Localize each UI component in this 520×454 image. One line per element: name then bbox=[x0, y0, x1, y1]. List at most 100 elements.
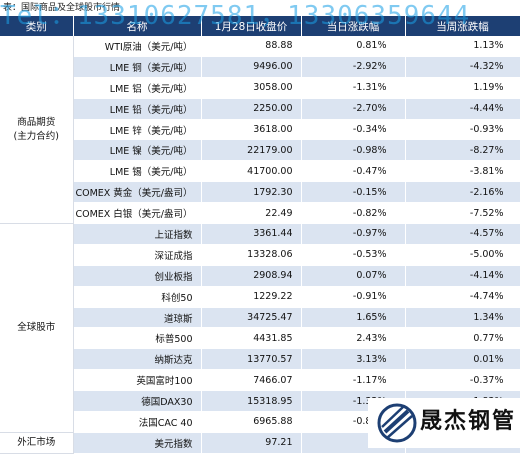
instrument-name: WTI原油（美元/吨） bbox=[73, 36, 202, 57]
instrument-name: 科创50 bbox=[73, 286, 202, 308]
instrument-name: 法国CAC 40 bbox=[73, 411, 202, 433]
day-change: -1.31% bbox=[301, 77, 406, 99]
day-change: 0.81% bbox=[301, 36, 406, 57]
instrument-name: COMEX 黄金（美元/盎司） bbox=[73, 181, 202, 204]
instrument-name: LME 锡（美元/吨） bbox=[73, 160, 202, 183]
table-row: LME 锡（美元/吨） 41700.00 -0.47% -3.81% bbox=[0, 160, 520, 183]
close-price: 88.88 bbox=[201, 36, 302, 57]
close-price: 34725.47 bbox=[201, 307, 302, 329]
week-change: -5.00% bbox=[405, 244, 520, 266]
close-price: 2250.00 bbox=[201, 98, 302, 120]
header-close: 1月28日收盘价 bbox=[201, 16, 302, 36]
close-price: 13328.06 bbox=[201, 244, 302, 266]
table-row: 纳斯达克 13770.57 3.13% 0.01% bbox=[0, 348, 520, 371]
day-change: -0.15% bbox=[301, 181, 406, 204]
week-change: 1.13% bbox=[405, 36, 520, 57]
header-name: 名称 bbox=[73, 16, 202, 36]
close-price: 3058.00 bbox=[201, 77, 302, 99]
table-row: 标普500 4431.85 2.43% 0.77% bbox=[0, 327, 520, 350]
table-row: LME 锌（美元/吨） 3618.00 -0.34% -0.93% bbox=[0, 119, 520, 141]
day-change: -0.82% bbox=[301, 202, 406, 225]
close-price: 7466.07 bbox=[201, 369, 302, 392]
instrument-name: 德国DAX30 bbox=[73, 390, 202, 413]
close-price: 15318.95 bbox=[201, 390, 302, 413]
instrument-name: LME 镍（美元/吨） bbox=[73, 139, 202, 162]
close-price: 41700.00 bbox=[201, 160, 302, 183]
week-change: -3.81% bbox=[405, 160, 520, 183]
instrument-name: 美元指数 bbox=[73, 432, 202, 454]
day-change: 0.07% bbox=[301, 265, 406, 287]
close-price: 22179.00 bbox=[201, 139, 302, 162]
table-row: 商品期货 (主力合约) WTI原油（美元/吨） 88.88 0.81% 1.13% bbox=[0, 36, 520, 225]
day-change: -1.17% bbox=[301, 369, 406, 392]
category-cell: 全球股市 bbox=[0, 223, 74, 433]
instrument-name: LME 铅（美元/吨） bbox=[73, 98, 202, 120]
instrument-name: COMEX 白银（美元/盎司） bbox=[73, 202, 202, 225]
category-cell: 商品期货 (主力合约) bbox=[0, 36, 74, 225]
week-change: 1.34% bbox=[405, 307, 520, 329]
table-row: 深证成指 13328.06 -0.53% -5.00% bbox=[0, 244, 520, 266]
table-row: 道琼斯 34725.47 1.65% 1.34% bbox=[0, 307, 520, 329]
close-price: 4431.85 bbox=[201, 327, 302, 350]
table-caption: 表：国际商品及全球股市行情 bbox=[3, 3, 121, 13]
header-day-change: 当日涨跌幅 bbox=[301, 16, 406, 36]
instrument-name: 纳斯达克 bbox=[73, 348, 202, 371]
close-price: 3361.44 bbox=[201, 223, 302, 245]
table-row: COMEX 黄金（美元/盎司） 1792.30 -0.15% -2.16% bbox=[0, 181, 520, 204]
week-change: -4.32% bbox=[405, 56, 520, 78]
header-week-change: 当周涨跌幅 bbox=[405, 16, 520, 36]
instrument-name: 标普500 bbox=[73, 327, 202, 350]
day-change: 3.13% bbox=[301, 348, 406, 371]
day-change: -0.98% bbox=[301, 139, 406, 162]
close-price: 22.49 bbox=[201, 202, 302, 225]
week-change: -4.14% bbox=[405, 265, 520, 287]
table-row: LME 镍（美元/吨） 22179.00 -0.98% -8.27% bbox=[0, 139, 520, 162]
week-change: -4.44% bbox=[405, 98, 520, 120]
close-price: 1792.30 bbox=[201, 181, 302, 204]
company-logo-text: 晟杰钢管 bbox=[420, 409, 517, 434]
week-change: -4.57% bbox=[405, 223, 520, 245]
table-header-row: 类别 名称 1月28日收盘价 当日涨跌幅 当周涨跌幅 bbox=[0, 16, 520, 36]
close-price: 3618.00 bbox=[201, 119, 302, 141]
day-change: -2.70% bbox=[301, 98, 406, 120]
close-price: 1229.22 bbox=[201, 286, 302, 308]
day-change: -0.47% bbox=[301, 160, 406, 183]
close-price: 6965.88 bbox=[201, 411, 302, 433]
instrument-name: 深证成指 bbox=[73, 244, 202, 266]
market-table: 类别 名称 1月28日收盘价 当日涨跌幅 当周涨跌幅 商品期货 (主力合约) WT… bbox=[0, 16, 520, 454]
table-row: COMEX 白银（美元/盎司） 22.49 -0.82% -7.52% bbox=[0, 202, 520, 225]
week-change: -0.37% bbox=[405, 369, 520, 392]
table-row: 全球股市 上证指数 3361.44 -0.97% -4.57% bbox=[0, 223, 520, 433]
category-cell: 外汇市场 bbox=[0, 432, 74, 454]
week-change: -2.16% bbox=[405, 181, 520, 204]
day-change: 2.43% bbox=[301, 327, 406, 350]
company-logo-icon bbox=[377, 403, 417, 443]
day-change: 1.65% bbox=[301, 307, 406, 329]
instrument-name: LME 锌（美元/吨） bbox=[73, 119, 202, 141]
table-row: LME 铅（美元/吨） 2250.00 -2.70% -4.44% bbox=[0, 98, 520, 120]
instrument-name: LME 铜（美元/吨） bbox=[73, 56, 202, 78]
table-row: LME 铜（美元/吨） 9496.00 -2.92% -4.32% bbox=[0, 56, 520, 78]
table-row: 英国富时100 7466.07 -1.17% -0.37% bbox=[0, 369, 520, 392]
close-price: 9496.00 bbox=[201, 56, 302, 78]
instrument-name: 英国富时100 bbox=[73, 369, 202, 392]
close-price: 97.21 bbox=[201, 432, 302, 454]
close-price: 2908.94 bbox=[201, 265, 302, 287]
close-price: 13770.57 bbox=[201, 348, 302, 371]
instrument-name: 创业板指 bbox=[73, 265, 202, 287]
day-change: -0.53% bbox=[301, 244, 406, 266]
table-body: 商品期货 (主力合约) WTI原油（美元/吨） 88.88 0.81% 1.13% LME… bbox=[0, 36, 520, 454]
week-change: -0.93% bbox=[405, 119, 520, 141]
table-row: 创业板指 2908.94 0.07% -4.14% bbox=[0, 265, 520, 287]
week-change: -7.52% bbox=[405, 202, 520, 225]
table-row: LME 铝（美元/吨） 3058.00 -1.31% 1.19% bbox=[0, 77, 520, 99]
table-row: 科创50 1229.22 -0.91% -4.74% bbox=[0, 286, 520, 308]
instrument-name: LME 铝（美元/吨） bbox=[73, 77, 202, 99]
day-change: -0.91% bbox=[301, 286, 406, 308]
instrument-name: 道琼斯 bbox=[73, 307, 202, 329]
week-change: 1.19% bbox=[405, 77, 520, 99]
week-change: -4.74% bbox=[405, 286, 520, 308]
day-change: -0.34% bbox=[301, 119, 406, 141]
week-change: -8.27% bbox=[405, 139, 520, 162]
week-change: 0.01% bbox=[405, 348, 520, 371]
